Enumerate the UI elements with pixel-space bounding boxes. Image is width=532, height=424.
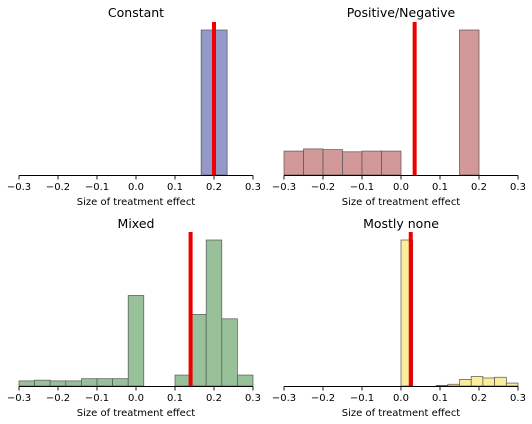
chart-panel: Positive/Negative −0.3 −0.2 −0.1 0.0 0.1 0.2 0.… [272,5,526,208]
x-tick-label: −0.2 [311,182,335,193]
x-tick-label: 0.3 [510,393,526,404]
x-tick-label: 0.1 [167,393,183,404]
chart-title: Constant [108,5,164,20]
histogram-bar [322,149,343,176]
x-tick-label: 0.3 [510,182,526,193]
chart-panel: Mixed −0.3 −0.2 −0.1 0.0 0.1 0.2 0.3 Size of tre… [7,216,261,419]
histogram-bar [96,378,113,387]
histogram-bar [447,383,460,387]
x-tick-label: 0.0 [128,393,144,404]
x-axis-label: Size of treatment effect [77,197,196,208]
histogram-bar [237,374,254,387]
histogram-bar [34,379,51,387]
x-axis-label: Size of treatment effect [342,197,461,208]
histogram-bar [283,150,304,176]
x-tick-label: −0.1 [85,182,109,193]
x-tick-label: −0.1 [85,393,109,404]
histogram-bar [112,378,129,387]
histogram-bar [174,374,191,387]
x-axis-label: Size of treatment effect [77,408,196,419]
chart-title: Positive/Negative [347,5,456,20]
x-tick-label: 0.0 [393,393,409,404]
x-tick-label: −0.2 [311,393,335,404]
histogram-bar [470,376,484,387]
x-tick-label: 0.2 [471,393,487,404]
histogram-bar [435,385,449,387]
x-tick-label: −0.3 [272,182,296,193]
x-tick-label: 0.3 [245,182,261,193]
histogram-bar [381,150,402,176]
x-tick-label: −0.3 [7,182,31,193]
histogram-bar [65,380,82,387]
histogram-bar [18,380,35,387]
x-axis-label: Size of treatment effect [342,408,461,419]
x-tick-label: 0.1 [432,393,448,404]
histogram-bar [494,376,507,387]
x-tick-label: 0.2 [206,393,222,404]
histogram-bar [81,378,98,387]
x-tick-label: 0.0 [128,182,144,193]
chart-title: Mixed [118,216,155,231]
chart-panel: Mostly none −0.3 −0.2 −0.1 0.0 0.1 0.2 0.3 Size … [272,216,526,419]
chart-panel: Constant −0.3 −0.2 −0.1 0.0 0.1 0.2 0.3 Size of … [7,5,261,208]
x-tick-label: −0.1 [350,393,374,404]
histogram-bar [459,379,472,387]
x-tick-label: −0.2 [46,182,70,193]
x-tick-label: 0.1 [432,182,448,193]
chart-title: Mostly none [363,216,439,231]
x-tick-label: 0.2 [206,182,222,193]
x-tick-label: 0.0 [393,182,409,193]
x-tick-label: −0.3 [7,393,31,404]
histogram-bar [342,151,363,176]
x-tick-label: 0.1 [167,182,183,193]
histogram-bar [127,295,145,387]
histogram-bar [303,148,324,176]
x-tick-label: 0.3 [245,393,261,404]
histogram-bar [49,380,67,387]
histogram-bar [221,318,238,387]
histogram-bar [459,29,480,176]
x-tick-label: −0.2 [46,393,70,404]
histogram-bar [505,382,519,387]
histogram-bar [482,377,495,387]
x-tick-label: 0.2 [471,182,487,193]
histogram-bar [190,314,207,387]
histogram-bar [361,150,382,176]
x-tick-label: −0.3 [272,393,296,404]
x-tick-label: −0.1 [350,182,374,193]
histogram-bar [205,239,223,387]
